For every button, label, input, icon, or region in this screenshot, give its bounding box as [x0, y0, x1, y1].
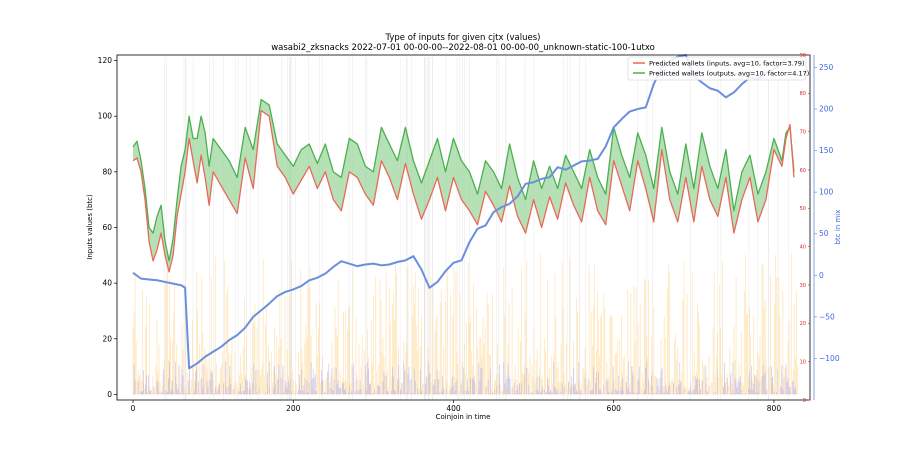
series-outputs-line [132, 98, 795, 262]
x-tick-label: 800 [767, 404, 782, 413]
y-axis-ticks: 0 20 40 60 80 100 120 [98, 56, 117, 399]
red-tick-label: 0 [803, 398, 806, 404]
series-layer [132, 54, 795, 370]
red-tick-label: 90 [800, 53, 806, 59]
y-tick-label: 20 [102, 334, 112, 343]
red-tick-label: 30 [800, 283, 806, 289]
chart-subtitle: wasabi2_zksnacks 2022-07-01 00-00-00--20… [271, 43, 655, 53]
series-inputs-line [132, 109, 795, 273]
x-tick-label: 0 [131, 404, 136, 413]
fill-between-inputs-outputs [133, 99, 794, 273]
red-tick-label: 10 [800, 359, 806, 365]
y2-tick-label: 200 [819, 105, 834, 114]
y-axis-label: Inputs values (btc) [86, 194, 94, 260]
y-tick-label: 80 [102, 167, 112, 176]
background-vlines [164, 57, 789, 400]
y-tick-label: 0 [107, 390, 112, 399]
legend-label-inputs: Predicted wallets (inputs, avg=10, facto… [649, 60, 805, 68]
legend: Predicted wallets (inputs, avg=10, facto… [627, 56, 809, 81]
red-tick-label: 60 [800, 168, 806, 174]
red-tick-label: 80 [800, 91, 806, 97]
y2-tick-label: 100 [819, 188, 834, 197]
series-btc-in-mix-line [132, 54, 787, 370]
y2-tick-label: 0 [819, 271, 824, 280]
red-tick-label: 20 [800, 321, 806, 327]
y-tick-label: 120 [98, 56, 113, 65]
red-tick-label: 70 [800, 129, 806, 135]
red-tick-label: 50 [800, 206, 806, 212]
y2-tick-label: 250 [819, 63, 834, 72]
x-tick-label: 200 [286, 404, 301, 413]
legend-box [627, 56, 807, 81]
y-tick-label: 100 [98, 112, 113, 121]
red-axis-ticks: 90 80 70 60 50 40 30 20 10 0 [800, 53, 810, 404]
y2-axis-ticks: 250 200 150 100 50 0 −50 −100 [813, 55, 840, 400]
x-axis-ticks: 0 200 400 600 800 [131, 400, 782, 413]
red-tick-label: 40 [800, 244, 806, 250]
y2-axis-label: btc in mix [834, 210, 842, 245]
x-axis-label: Coinjoin in time [436, 413, 491, 421]
y-tick-label: 60 [102, 223, 112, 232]
plot-frame [116, 54, 811, 401]
y2-tick-label: −50 [819, 312, 835, 321]
volume-bars [132, 253, 798, 395]
y-tick-label: 40 [102, 279, 112, 288]
y2-tick-label: 50 [819, 229, 829, 238]
legend-label-outputs: Predicted wallets (outputs, avg=10, fact… [649, 70, 809, 78]
y2-tick-label: 150 [819, 146, 834, 155]
y2-tick-label: −100 [819, 354, 840, 363]
chart-title: Type of inputs for given cjtx (values) [385, 33, 541, 43]
x-tick-label: 400 [446, 404, 461, 413]
x-tick-label: 600 [607, 404, 622, 413]
